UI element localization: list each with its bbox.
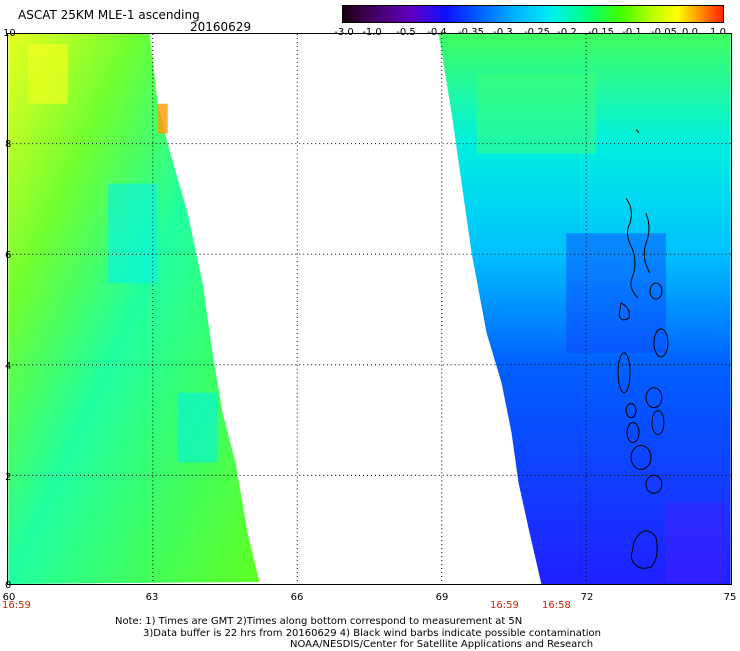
colorbar-label: -3.0 [334,27,354,38]
x-tick-label: 63 [145,592,159,603]
left-swath [8,34,260,584]
colorbar-label: -0.2 [557,27,577,38]
time-label-right-b: 16:58 [542,600,571,611]
time-label-right-a: 16:59 [490,600,519,611]
map-title: ASCAT 25KM MLE-1 ascending [18,8,200,22]
colorbar-label: -0.35 [458,27,484,38]
colorbar-label: -0.05 [651,27,677,38]
y-tick-label: 0 [5,580,12,591]
colorbar-label: 0.0 [682,27,698,38]
y-tick-label: 2 [5,472,12,483]
y-tick-label: 8 [5,139,12,150]
y-tick-label: 10 [3,28,16,39]
x-tick-label: 66 [290,592,304,603]
x-tick-label: 60 [2,592,16,603]
colorbar-label: -0.1 [622,27,642,38]
footer-note-2: 3)Data buffer is 22 hrs from 20160629 4)… [143,628,601,639]
map-plot [7,33,732,585]
colorbar-label: -0.15 [588,27,614,38]
x-tick-label: 69 [435,592,449,603]
colorbar-label: -0.3 [493,27,513,38]
x-tick-label: 75 [723,592,737,603]
colorbar-label: -0.5 [396,27,416,38]
footer-note-3: NOAA/NESDIS/Center for Satellite Applica… [290,639,594,650]
x-tick-label: 72 [580,592,594,603]
right-swath [438,34,731,584]
map-date: 20160629 [190,20,252,34]
y-tick-label: 6 [5,250,12,261]
footer-note-1: Note: 1) Times are GMT 2)Times along bot… [115,616,523,627]
colorbar-label: -0.25 [524,27,550,38]
time-label-left: 16:59 [2,600,31,611]
y-tick-label: 4 [5,361,12,372]
colorbar [342,5,724,23]
colorbar-label: -1.0 [362,27,382,38]
colorbar-label: 1.0 [710,27,726,38]
colorbar-label: -0.4 [427,27,447,38]
